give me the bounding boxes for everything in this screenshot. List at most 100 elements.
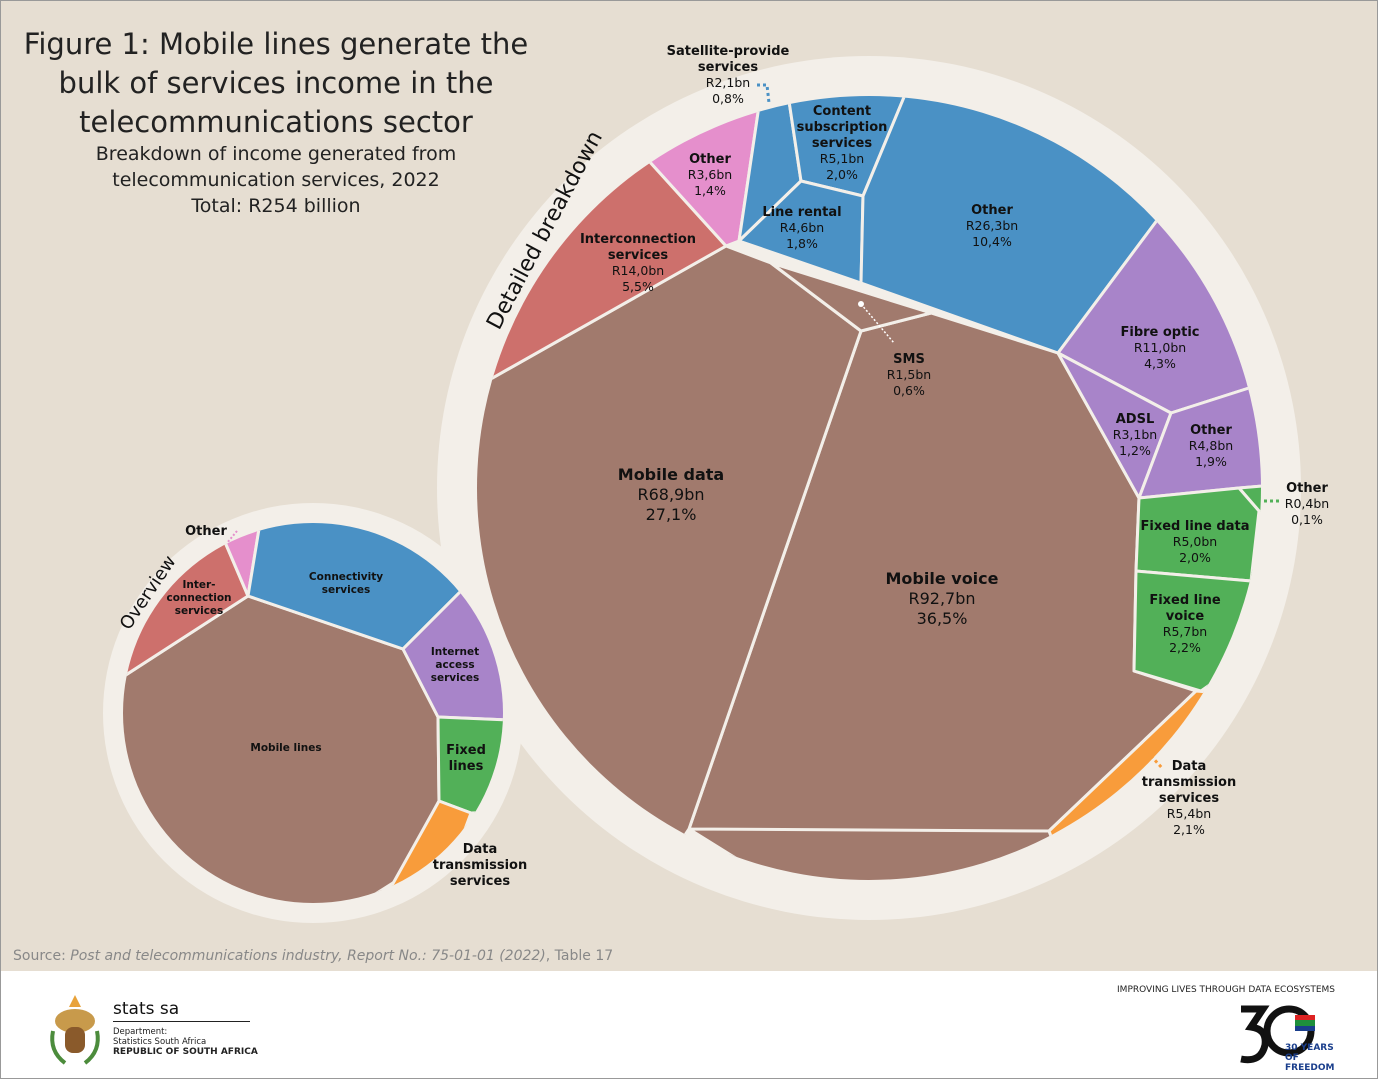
overview-cell-label-line: Internet <box>431 646 479 658</box>
years-badge-text: 30 YEARS OF FREEDOM <box>1285 1043 1335 1073</box>
detailed-cell-label-line: SMS <box>893 352 925 367</box>
detailed-cell-label: Mobile voice R92,7bn 36,5% <box>886 569 999 628</box>
detailed-cell-label-line: Other <box>1286 481 1328 496</box>
detailed-cell-label-line: 1,8% <box>786 236 818 251</box>
voronoi-chart: Detailed breakdown Overview Mobile voice… <box>103 44 1329 923</box>
overview-cell-label-line: Other <box>185 524 227 539</box>
chart-area: Figure 1: Mobile lines generate the bulk… <box>1 1 1377 971</box>
data-transmission-leader <box>1149 754 1165 771</box>
detailed-cell-label-line: 10,4% <box>972 234 1012 249</box>
overview-other-leader <box>226 530 238 544</box>
detailed-cell-label-line: services <box>698 60 758 75</box>
detailed-cell-label-line: 0,1% <box>1291 512 1323 527</box>
detailed-cell-label-line: R11,0bn <box>1134 340 1186 355</box>
detailed-cell-label-line: R26,3bn <box>966 218 1018 233</box>
detailed-cell-label-line: Other <box>1190 423 1232 438</box>
detailed-cell-label: Other R0,4bn 0,1% <box>1285 481 1329 527</box>
overview-cell-label-line: services <box>322 584 371 596</box>
detailed-cell-label-line: 4,3% <box>1144 356 1176 371</box>
detailed-cell-label-line: 2,0% <box>1179 550 1211 565</box>
overview-cell-label: Fixed lines <box>446 743 486 774</box>
detailed-cell-label-line: Data <box>1172 759 1207 774</box>
detailed-cell-label-line: services <box>1159 791 1219 806</box>
detailed-cell-label-line: R68,9bn <box>637 485 704 504</box>
detailed-cell-label-line: Satellite-provide <box>667 44 790 59</box>
detailed-cell-label-line: 2,2% <box>1169 640 1201 655</box>
coat-of-arms-logo <box>50 995 100 1065</box>
overview-cell-label: Internet access services <box>431 646 480 684</box>
detailed-cell-sms <box>769 261 933 333</box>
detailed-cell-label: Line rental R4,6bn 1,8% <box>762 205 841 251</box>
overview-cell-label-line: services <box>175 605 224 617</box>
detailed-cell-label-line: voice <box>1166 609 1205 624</box>
overview-cell-label-line: services <box>431 672 480 684</box>
detailed-cell-label: Data transmission services R5,4bn 2,1% <box>1142 759 1237 837</box>
chart-title: Figure 1: Mobile lines generate the bulk… <box>21 25 531 142</box>
overview-cell-label: Other <box>185 524 227 539</box>
detailed-cell-label-line: R3,6bn <box>688 167 732 182</box>
detailed-cell-other <box>1137 386 1261 500</box>
detailed-cell-label-line: 2,1% <box>1173 822 1205 837</box>
detailed-cell-label-line: ADSL <box>1116 412 1155 427</box>
overview-cell-label: Inter-connection services <box>166 579 231 617</box>
dept-line: Department: <box>113 1027 168 1037</box>
detailed-cell-label-line: R0,4bn <box>1285 496 1329 511</box>
detailed-cell-label-line: 27,1% <box>646 505 697 524</box>
tagline: IMPROVING LIVES THROUGH DATA ECOSYSTEMS <box>1117 985 1335 995</box>
detailed-cell-label: Fibre optic R11,0bn 4,3% <box>1120 325 1199 371</box>
detailed-cell-label: Fixed line data R5,0bn 2,0% <box>1141 519 1250 565</box>
overview-cell-label-line: lines <box>449 759 484 774</box>
overview-cell-label-line: transmission <box>433 858 528 873</box>
chart-subtitle: Breakdown of income generated from telec… <box>21 141 531 219</box>
detailed-cell-label-line: transmission <box>1142 775 1237 790</box>
detailed-cell-fixed-line-data <box>1134 486 1261 583</box>
detailed-cell-label-line: R5,1bn <box>820 151 864 166</box>
detailed-cell-label-line: Fixed line data <box>1141 519 1250 534</box>
detailed-cell-label: Mobile data R68,9bn 27,1% <box>618 465 724 524</box>
title-line: telecommunications sector <box>79 105 473 139</box>
detailed-cell-label-line: Mobile voice <box>886 569 999 588</box>
detailed-cell-label: Interconnection services R14,0bn 5,5% <box>580 232 696 294</box>
overview-cell-label-line: Mobile lines <box>250 742 321 754</box>
overview-cell-label: Mobile lines <box>250 742 321 754</box>
detailed-cell-label-line: R3,1bn <box>1113 427 1157 442</box>
source-prefix: Source: <box>13 948 71 964</box>
detailed-cell-label-line: Content <box>813 104 871 119</box>
detailed-cell-label: ADSL R3,1bn 1,2% <box>1113 412 1157 458</box>
detailed-cell-label-line: R14,0bn <box>612 263 664 278</box>
detailed-cell-label-line: services <box>608 248 668 263</box>
detailed-cell-label-line: services <box>812 136 872 151</box>
sms-leader <box>860 303 895 344</box>
overview-cell-label-line: connection <box>166 592 231 604</box>
detailed-cell-label-line: R2,1bn <box>706 75 750 90</box>
overview-cell-label-line: services <box>450 874 510 889</box>
department-text: Department: Statistics South Africa REPUBL… <box>113 1027 258 1057</box>
title-line: Figure 1: Mobile lines generate the <box>23 27 529 61</box>
detailed-cell-label-line: R5,7bn <box>1163 624 1207 639</box>
overview-cell-label-line: Fixed <box>446 743 486 758</box>
detailed-cell-label-line: 0,8% <box>712 91 744 106</box>
detailed-cell-label: Fixed line voice R5,7bn 2,2% <box>1149 593 1221 655</box>
detailed-cell-label-line: subscription <box>797 120 888 135</box>
overview-cell-label-line: Connectivity <box>309 571 383 583</box>
detailed-cell-label-line: 2,0% <box>826 167 858 182</box>
detailed-cell-label-line: Other <box>689 152 731 167</box>
detailed-cell-label-line: R92,7bn <box>908 589 975 608</box>
detailed-cell-label-line: R1,5bn <box>887 367 931 382</box>
source-note: Source: Post and telecommunications indu… <box>13 948 613 964</box>
detailed-cell-label-line: 5,5% <box>622 279 654 294</box>
detailed-cell-label: SMS R1,5bn 0,6% <box>887 352 931 398</box>
detailed-cell-label-line: 1,9% <box>1195 454 1227 469</box>
statssa-wordmark: stats sa <box>113 999 180 1019</box>
detailed-cell-label-line: 1,4% <box>694 183 726 198</box>
overview-cell-label: Connectivity services <box>309 571 383 596</box>
detailed-cell-label: Content subscription services R5,1bn 2,0% <box>797 104 888 182</box>
overview-cell-label-line: access <box>435 659 474 671</box>
detailed-cell-label: Other R3,6bn 1,4% <box>688 152 732 198</box>
overview-cell-label-line: Data <box>463 842 498 857</box>
detailed-cell-label-line: R4,6bn <box>780 220 824 235</box>
overview-cell-label-line: Inter- <box>182 579 215 591</box>
detailed-cell-label-line: Line rental <box>762 205 841 220</box>
source-table: , Table 17 <box>545 948 614 964</box>
